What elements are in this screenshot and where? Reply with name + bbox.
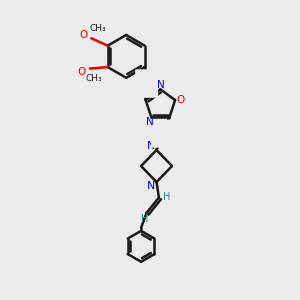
Text: O: O — [176, 95, 184, 105]
Text: N: N — [146, 181, 155, 191]
Text: CH₃: CH₃ — [85, 74, 102, 82]
Polygon shape — [151, 120, 178, 147]
Text: H: H — [141, 214, 148, 224]
Text: N: N — [157, 80, 164, 90]
Polygon shape — [136, 81, 184, 129]
Text: O: O — [79, 30, 87, 40]
Text: H: H — [163, 192, 170, 202]
Text: CH₃: CH₃ — [90, 24, 106, 33]
Text: O: O — [77, 67, 86, 76]
Text: N: N — [146, 117, 154, 128]
Text: N: N — [146, 141, 155, 152]
Polygon shape — [136, 70, 158, 97]
